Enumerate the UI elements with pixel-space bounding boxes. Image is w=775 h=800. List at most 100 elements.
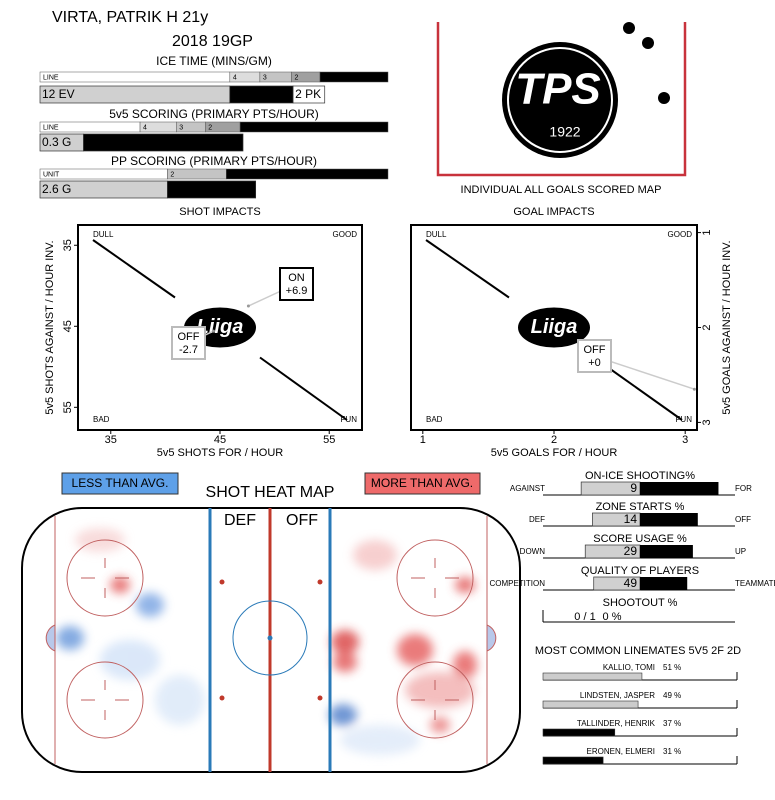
tier-label: 2 [208,124,212,131]
other-value: 17 [643,512,657,526]
y-tick-label: 2 [701,324,713,330]
linemates-title: MOST COMMON LINEMATES 5V5 2F 2D [535,645,741,657]
tier-label: 4 [233,74,237,81]
x-axis-label: 5v5 SHOTS FOR / HOUR [157,447,284,459]
linemate-bar [542,756,604,765]
linemate-pct: 49 % [663,691,681,700]
tier-label: 4 [143,124,147,131]
linemate-bar [542,728,616,737]
corner-label: BAD [93,415,110,424]
comparison-title: ZONE STARTS % [596,501,685,513]
linemate-name: KALLIO, TOMI [603,663,655,672]
comparison-title: QUALITY OF PLAYERS [581,565,699,577]
heat-blobs [56,528,477,755]
comparison-title: SCORE USAGE % [593,533,687,545]
right-label: TEAMMATES [735,579,775,588]
point [246,304,250,308]
linemate-name: ERONEN, ELMERI [587,747,655,756]
team-logo-year: 1922 [549,124,580,140]
team-logo-ring [507,47,613,153]
shootout-attempts: 0 / 1 [574,611,595,623]
goal-map-title: INDIVIDUAL ALL GOALS SCORED MAP [461,184,662,196]
shootout-pct: 0 % [603,611,622,623]
tier-label: 2 [295,74,299,81]
other-value: 12 [643,481,657,495]
liiga-logo [518,307,590,348]
def-label: DEF [224,512,256,529]
point-name: OFF [584,344,606,356]
player-value: 49 [624,576,638,590]
team-logo-text: TPS [515,65,601,114]
point-value: -2.7 [179,344,198,356]
linemate-pct: 31 % [663,747,681,756]
bar [167,180,257,199]
bar [292,85,326,104]
liiga-logo-text: Liiga [197,316,244,338]
right-label: OFF [735,515,751,524]
tier-label: UNIT [43,171,60,178]
linemate-bar [542,672,643,681]
faceoff-dots [219,579,323,701]
goal-dot [623,22,635,34]
center-circle [232,600,308,676]
right-label: FOR [735,484,752,493]
shootout-title: SHOOTOUT % [603,597,678,609]
center-dot [267,635,273,641]
y-tick-label: 45 [62,320,74,332]
tier [239,121,389,133]
goal-dot [658,92,670,104]
player-name: VIRTA, PATRIK H 21y [52,9,208,26]
legend-more-label: MORE THAN AVG. [371,476,473,490]
diagonal [259,356,348,421]
bar-label: 2 PK [295,87,321,101]
heat-map-title: SHOT HEAT MAP [206,484,335,501]
x-axis-label: 5v5 GOALS FOR / HOUR [491,447,618,459]
section-title: PP SCORING (PRIMARY PTS/HOUR) [111,154,317,168]
linemate-name: TALLINDER, HENRIK [577,719,656,728]
y-axis-label: 5v5 GOALS AGAINST / HOUR INV. [721,240,733,414]
corner-label: FUN [341,415,358,424]
tier-label: 1 [243,124,247,131]
tier-label: 3 [263,74,267,81]
y-axis-label: 5v5 SHOTS AGAINST / HOUR INV. [44,240,56,414]
player-value: 9 [630,481,637,495]
tier [39,71,231,83]
bar-label: 4 PP [232,87,258,101]
bar-label: 1.1 A [86,135,113,149]
other-value: 50 [643,576,657,590]
y-tick-label: 3 [701,419,713,425]
point-name: ON [288,272,305,284]
season: 2018 19GP [172,33,253,50]
bar-label: 2.6 G [42,182,71,196]
bar-label: 0.3 G [42,135,71,149]
y-tick-label: 1 [701,230,713,236]
corner-label: GOOD [668,230,693,239]
point [211,329,215,333]
x-tick-label: 55 [323,434,335,446]
y-tick-label: 55 [62,401,74,413]
other-bar [640,482,719,495]
goal-map-frame [436,22,687,177]
other-bar [640,577,688,590]
corner-label: DULL [426,230,447,239]
diagonal [425,239,510,299]
chart-title: SHOT IMPACTS [179,206,261,218]
point-box [171,326,206,360]
right-label: UP [735,547,746,556]
legend-less [61,472,179,495]
point-name: OFF [178,331,200,343]
liiga-logo-text: Liiga [531,316,578,338]
chart-title: GOAL IMPACTS [513,206,594,218]
tier-label: 1 [229,171,233,178]
comparison-title: ON-ICE SHOOTING% [585,470,695,482]
off-label: OFF [286,512,318,529]
point-value: +0 [588,357,601,369]
bar-label: 1.8 A [169,182,196,196]
x-tick-label: 1 [420,434,426,446]
linemate-pct: 37 % [663,719,681,728]
linemate-pct: 51 % [663,663,681,672]
legend-less-label: LESS THAN AVG. [72,476,169,490]
tier [226,168,389,180]
linemate-name: LINDSTEN, JASPER [580,691,655,700]
